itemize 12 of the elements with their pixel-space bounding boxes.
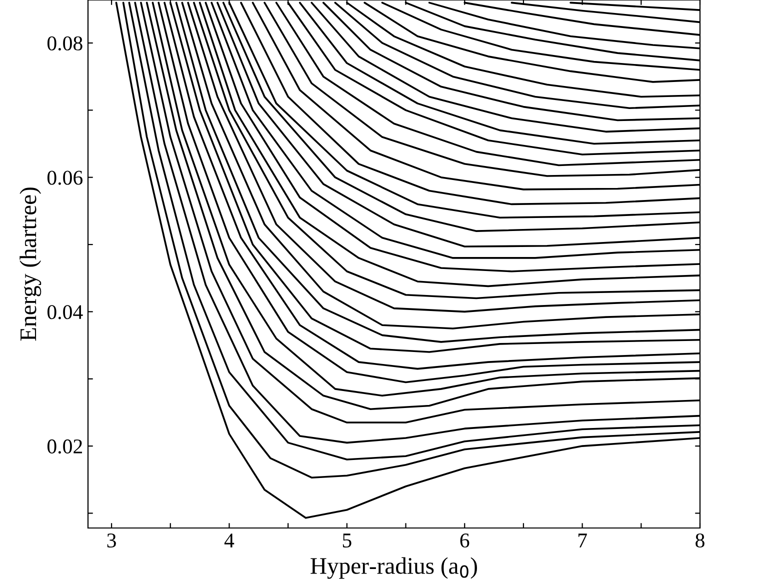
x-tick-label: 8 bbox=[696, 533, 704, 548]
x-tick-label: 6 bbox=[460, 534, 470, 548]
x-tick-label: 3 bbox=[107, 534, 116, 548]
y-tick-label: 0.04 bbox=[47, 305, 83, 320]
y-axis-title: Energy (hartree) bbox=[20, 188, 42, 341]
y-tick-label: 0.06 bbox=[47, 170, 83, 185]
x-tick-label: 7 bbox=[578, 534, 587, 548]
y-tick-label: 0.02 bbox=[47, 439, 82, 454]
y-tick-label: 0.08 bbox=[47, 36, 82, 51]
x-tick-label: 4 bbox=[224, 534, 234, 548]
x-axis-title: Hyper-radius (a$_{0}$) bbox=[310, 557, 477, 579]
x-tick-label: 5 bbox=[342, 534, 352, 548]
